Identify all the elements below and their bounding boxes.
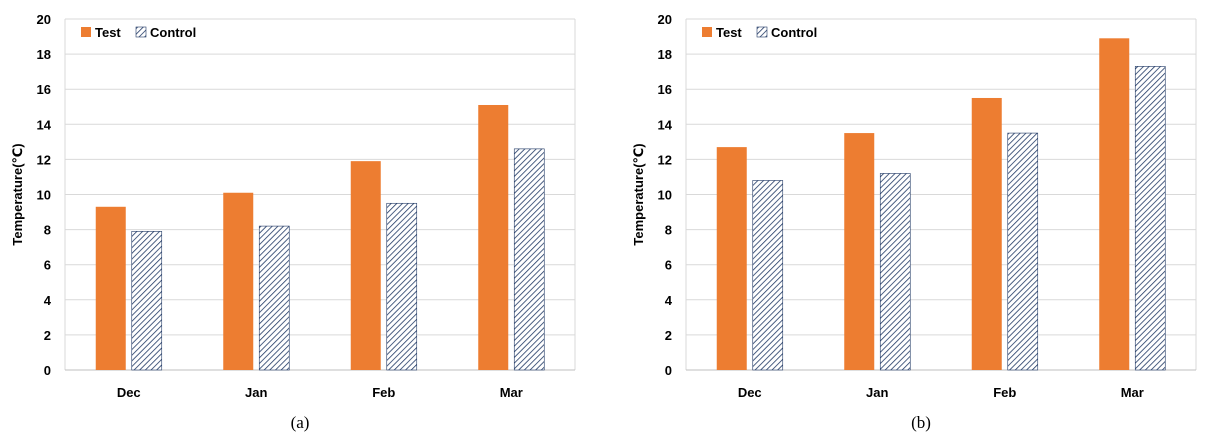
y-tick-label: 20 xyxy=(37,12,51,27)
x-tick-label: Dec xyxy=(738,385,762,400)
legend-label-test: Test xyxy=(95,25,121,40)
y-tick-label: 8 xyxy=(665,223,672,238)
bar-control-jan xyxy=(879,173,911,371)
x-tick-label: Jan xyxy=(245,385,267,400)
y-tick-label: 10 xyxy=(37,188,51,203)
bar-test-dec xyxy=(716,147,747,370)
bar-test-mar xyxy=(1099,38,1130,371)
y-tick-label: 0 xyxy=(44,363,51,378)
y-tick-label: 12 xyxy=(37,152,51,167)
legend-label-test: Test xyxy=(716,25,742,40)
x-tick-label: Feb xyxy=(372,385,395,400)
y-tick-label: 0 xyxy=(665,363,672,378)
x-tick-label: Feb xyxy=(993,385,1016,400)
bar-control-jan xyxy=(258,225,290,371)
legend-swatch-test xyxy=(81,27,91,37)
x-tick-label: Mar xyxy=(1121,385,1144,400)
y-axis-label: Temperature(℃) xyxy=(10,143,25,245)
bar-test-mar xyxy=(478,104,509,371)
y-tick-label: 2 xyxy=(44,328,51,343)
chart-b: 0 2 4 6 8 10 12 14 16 18 20 Dec Jan Feb Mar Temperature… xyxy=(631,12,1197,432)
legend-swatch-control xyxy=(756,26,768,38)
y-tick-label: 16 xyxy=(658,82,672,97)
bar-control-dec xyxy=(752,180,784,371)
x-tick-label: Jan xyxy=(866,385,888,400)
bar-control-mar xyxy=(1134,66,1166,371)
y-tick-label: 14 xyxy=(37,117,52,132)
figure-caption: (b) xyxy=(911,413,931,432)
y-tick-label: 10 xyxy=(658,188,672,203)
y-tick-label: 18 xyxy=(37,47,51,62)
y-tick-label: 4 xyxy=(665,293,673,308)
bar-test-jan xyxy=(223,192,254,370)
bar-control-mar xyxy=(513,148,545,371)
legend-label-control: Control xyxy=(771,25,817,40)
y-tick-label: 2 xyxy=(665,328,672,343)
bar-test-dec xyxy=(95,206,126,370)
bar-test-feb xyxy=(350,161,381,370)
y-tick-label: 8 xyxy=(44,223,51,238)
legend-swatch-test xyxy=(702,27,712,37)
y-tick-label: 14 xyxy=(658,117,673,132)
legend-label-control: Control xyxy=(150,25,196,40)
x-tick-label: Dec xyxy=(117,385,141,400)
legend-swatch-control xyxy=(135,26,147,38)
bar-control-feb xyxy=(386,202,418,371)
y-tick-label: 12 xyxy=(658,152,672,167)
chart-a: 0 2 4 6 8 10 12 14 16 18 20 Dec Jan Feb Mar Temperature… xyxy=(10,12,576,432)
bar-test-feb xyxy=(971,97,1002,370)
y-axis-label: Temperature(℃) xyxy=(631,143,646,245)
figure-caption: (a) xyxy=(291,413,310,432)
chart-panel-a: 0 2 4 6 8 10 12 14 16 18 20 Dec Jan Feb Mar Temperature… xyxy=(0,0,600,435)
y-tick-label: 6 xyxy=(665,258,672,273)
y-tick-label: 18 xyxy=(658,47,672,62)
bar-control-dec xyxy=(131,231,163,371)
y-tick-label: 4 xyxy=(44,293,52,308)
y-tick-label: 16 xyxy=(37,82,51,97)
bar-control-feb xyxy=(1007,132,1039,371)
bar-test-jan xyxy=(844,133,875,370)
y-tick-label: 6 xyxy=(44,258,51,273)
y-tick-label: 20 xyxy=(658,12,672,27)
x-tick-label: Mar xyxy=(500,385,523,400)
chart-panel-b: 0 2 4 6 8 10 12 14 16 18 20 Dec Jan Feb Mar Temperature… xyxy=(621,0,1221,435)
